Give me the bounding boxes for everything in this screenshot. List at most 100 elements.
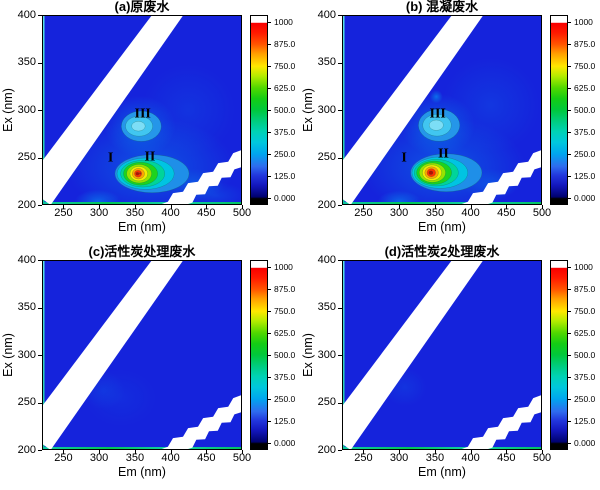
x-tick <box>242 450 243 454</box>
colorbar-tick <box>268 109 271 111</box>
colorbar: 1000 875.0 750.0 625.0 500.0 375.0 250.0 125.0 0… <box>550 15 600 205</box>
subplot-title: (b) 混凝废水 <box>405 0 479 14</box>
colorbar-tick <box>268 376 271 378</box>
colorbar-tick-label: 250.0 <box>574 148 596 159</box>
colorbar-tick-label: 500.0 <box>574 104 596 115</box>
subplot-title: (a)原废水 <box>114 0 170 14</box>
colorbar-tick-label: 125.0 <box>574 170 596 181</box>
x-tick-label: 300 <box>389 452 409 464</box>
y-tick <box>38 157 42 159</box>
colorbar-gradient <box>250 260 268 450</box>
x-tick <box>399 205 401 209</box>
colorbar-tick <box>268 267 271 268</box>
x-tick-label: 250 <box>354 207 373 219</box>
second-order-rayleigh-band <box>159 149 242 205</box>
colorbar-tick-label: 500.0 <box>274 349 296 360</box>
colorbar-tick <box>268 398 271 400</box>
contour-level <box>135 172 140 176</box>
x-tick <box>470 205 472 209</box>
colorbar-tick-label: 375.0 <box>274 371 296 382</box>
subplot-d: (d)活性炭2处理废水 Ex (nm) Em (nm) 1000 875.0 750… <box>300 244 600 490</box>
colorbar-tick <box>268 175 271 177</box>
y-tick-label: 350 <box>317 56 336 68</box>
colorbar-tick-label: 750.0 <box>574 306 596 316</box>
first-order-rayleigh-band <box>42 260 184 450</box>
x-tick <box>63 450 65 454</box>
colorbar-tick <box>268 442 271 444</box>
colorbar-tick <box>568 175 571 177</box>
x-tick-label: 300 <box>89 207 109 219</box>
x-tick <box>134 205 136 209</box>
y-tick-label: 200 <box>317 443 336 456</box>
colorbar-tick <box>568 87 571 89</box>
x-tick <box>134 450 136 454</box>
colorbar-tick <box>268 332 271 334</box>
colorbar-gradient <box>550 15 568 205</box>
x-tick-label: 500 <box>232 207 252 219</box>
y-tick-label: 300 <box>17 103 36 116</box>
x-tick <box>434 450 436 454</box>
y-tick <box>38 355 42 356</box>
x-tick-label: 300 <box>89 452 109 464</box>
x-tick <box>434 205 436 209</box>
plot-frame <box>42 15 242 205</box>
colorbar-tick-label: 625.0 <box>274 82 296 93</box>
peak-roman-numeral: II <box>144 149 155 164</box>
colorbar-tick-label: 875.0 <box>574 284 596 294</box>
x-axis-label: Em (nm) <box>418 220 466 234</box>
colorbar-tick-label: 750.0 <box>274 306 296 316</box>
x-tick-label: 450 <box>497 207 516 219</box>
x-tick <box>506 450 508 454</box>
colorbar-tick <box>568 197 571 199</box>
colorbar-tick <box>568 289 571 290</box>
x-tick <box>206 450 208 454</box>
x-tick <box>99 450 101 454</box>
y-tick-label: 350 <box>17 56 36 68</box>
peak-roman-numeral: I <box>108 150 113 165</box>
x-tick-label: 350 <box>125 207 145 219</box>
second-order-rayleigh-band <box>459 394 542 450</box>
x-tick-label: 500 <box>532 452 552 464</box>
second-order-rayleigh-band <box>159 394 242 450</box>
x-tick-label: 250 <box>54 452 73 464</box>
left-edge-strip <box>42 260 45 450</box>
y-tick-label: 200 <box>317 198 336 211</box>
y-tick-label: 350 <box>17 301 36 313</box>
bottom-edge-strip <box>42 447 242 450</box>
x-tick <box>63 205 65 209</box>
x-tick <box>170 205 172 209</box>
x-tick <box>242 205 243 209</box>
colorbar-tick <box>568 376 571 378</box>
colorbar-tick-label: 875.0 <box>274 284 296 294</box>
subplot-title: (d)活性炭2处理废水 <box>384 244 500 259</box>
colorbar-gradient <box>550 260 568 450</box>
y-tick-label: 350 <box>317 301 336 313</box>
y-tick <box>38 110 42 111</box>
y-tick <box>38 260 42 261</box>
colorbar-tick <box>568 442 571 444</box>
fluorescence-haze <box>429 90 443 104</box>
y-tick <box>338 307 342 309</box>
x-tick-label: 500 <box>532 207 552 219</box>
fluorescence-haze <box>442 57 540 153</box>
x-tick <box>399 450 401 454</box>
x-tick-label: 400 <box>461 207 480 219</box>
plot-frame <box>42 260 242 450</box>
x-tick <box>363 205 365 209</box>
y-tick <box>38 62 42 64</box>
fluorescence-haze <box>74 189 121 205</box>
first-order-rayleigh-band <box>42 15 184 205</box>
x-tick-label: 450 <box>197 207 216 219</box>
y-tick <box>338 110 342 111</box>
colorbar-tick <box>268 153 271 155</box>
y-tick <box>338 402 342 404</box>
colorbar-tick-label: 0.000 <box>574 192 596 203</box>
x-tick <box>363 450 365 454</box>
colorbar-tick-label: 0.000 <box>274 437 296 448</box>
y-tick-label: 200 <box>17 198 36 211</box>
x-tick <box>470 450 472 454</box>
x-tick <box>99 205 101 209</box>
colorbar-tick-label: 1000 <box>274 17 293 27</box>
